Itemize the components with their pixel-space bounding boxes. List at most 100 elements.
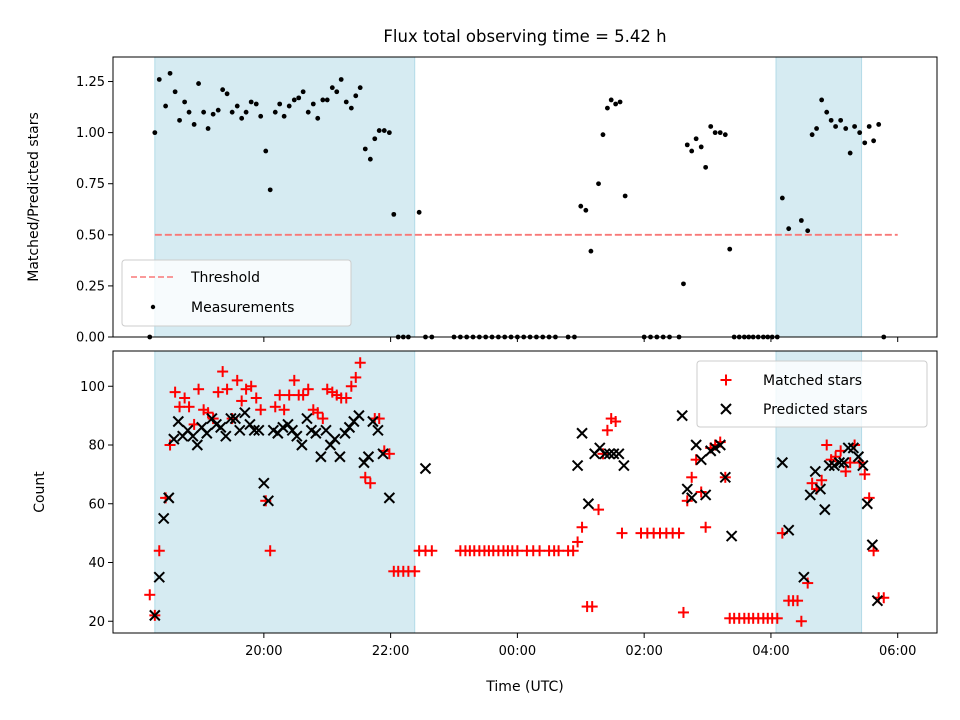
measurement-point — [338, 77, 344, 82]
measurement-point — [588, 248, 594, 254]
predicted-star-point — [286, 424, 299, 437]
matched-star-point — [297, 389, 309, 401]
predicted-star-point — [225, 412, 237, 425]
x-b — [842, 442, 854, 454]
predicted-star-point — [857, 459, 869, 472]
measurement-point — [272, 109, 278, 115]
measurement-point — [258, 113, 264, 119]
measurement-point — [167, 70, 173, 76]
predicted-star-point — [248, 424, 261, 437]
bottom-y-ticks: 20 40 60 80 100 — [80, 380, 113, 630]
measurement-point — [186, 109, 192, 115]
bottom-y-axis-label: Count — [32, 471, 48, 513]
predicted-star-point — [725, 530, 738, 542]
predicted-star-point — [201, 427, 213, 439]
x-b — [301, 412, 313, 425]
top-legend: Threshold Measurements — [121, 259, 352, 327]
measurement-point — [852, 124, 857, 129]
y-tick-label: 80 — [88, 439, 105, 454]
measurement-point — [391, 211, 397, 217]
x-b — [291, 430, 303, 442]
predicted-star-point — [149, 609, 161, 622]
matched-star-point — [673, 527, 685, 539]
legend-matched-label: Matched stars — [763, 373, 862, 389]
x-b — [334, 451, 346, 463]
y-tick-label: 100 — [80, 380, 105, 395]
legend-predicted-label: Predicted stars — [763, 402, 868, 418]
predicted-star-point — [239, 406, 251, 419]
matched-star-point — [610, 416, 622, 427]
x-b — [353, 409, 365, 422]
predicted-star-point — [613, 448, 625, 460]
measurement-point — [243, 109, 249, 115]
y-tick-label: 0.50 — [76, 228, 105, 243]
measurement-point — [152, 130, 158, 136]
x-b — [149, 609, 161, 622]
matched-star-point — [364, 477, 376, 489]
measurement-point — [681, 281, 686, 287]
predicted-star-point — [191, 439, 204, 451]
x-b — [714, 439, 726, 451]
x-b — [613, 448, 625, 460]
measurement-point — [376, 128, 382, 133]
x-b — [372, 424, 384, 437]
predicted-star-point — [582, 498, 595, 510]
matched-star-point — [350, 371, 362, 383]
bottom-plot-frame — [112, 350, 938, 634]
predicted-star-point — [310, 427, 322, 439]
predicted-star-point — [699, 489, 712, 501]
predicted-star-point — [871, 594, 884, 607]
predicted-star-point — [377, 448, 389, 460]
matched-star-point — [274, 389, 286, 401]
measurement-point — [608, 97, 614, 103]
measurement-point — [191, 122, 197, 127]
predicted-star-point — [383, 492, 396, 504]
measurement-point — [684, 142, 690, 148]
matched-star-point — [288, 374, 300, 386]
matched-star-point — [169, 386, 181, 398]
measurement-point — [871, 138, 877, 144]
matched-star-point — [144, 589, 156, 601]
ratio-panel: 0.00 0.25 0.50 0.75 1.00 1.25 Flux total obse… — [26, 27, 938, 346]
x-b — [690, 439, 702, 451]
x-b — [871, 594, 884, 607]
measurement-point — [613, 101, 619, 107]
measurement-point — [838, 117, 844, 123]
measurement-point — [809, 132, 815, 138]
measurement-point — [286, 103, 292, 109]
x-b — [367, 415, 379, 428]
legend-predicted-swatch — [720, 403, 732, 415]
measurement-point — [386, 130, 392, 136]
predicted-star-point — [847, 442, 860, 454]
x-axis-label: Time (UTC) — [485, 679, 563, 695]
measurement-point — [843, 126, 849, 131]
x-tick-label: 04:00 — [752, 644, 789, 659]
count-panel: 20 40 60 80 100 20:00 22:00 00:00 02:00 04:00 06:… — [32, 350, 938, 695]
x-tick-label: 20:00 — [245, 644, 282, 659]
measurement-point — [381, 128, 387, 133]
predicted-star-point — [419, 462, 432, 475]
x-b — [608, 448, 620, 460]
x-b — [618, 459, 630, 472]
measurement-point — [605, 105, 610, 111]
x-b — [676, 409, 688, 422]
x-b — [239, 406, 251, 419]
measurement-point — [215, 107, 221, 113]
measurement-point — [182, 99, 188, 105]
measurement-point — [814, 126, 819, 131]
predicted-star-point — [163, 492, 175, 504]
x-b — [681, 483, 693, 495]
matched-star-point — [840, 465, 852, 477]
x-b — [267, 424, 280, 437]
x-b — [225, 412, 237, 425]
predicted-star-point — [339, 427, 351, 439]
measurement-point — [305, 109, 311, 115]
x-b — [594, 442, 606, 454]
matched-star-point — [593, 504, 605, 516]
predicted-star-point — [187, 430, 199, 442]
measurement-point — [329, 85, 335, 91]
x-b — [168, 433, 180, 445]
matched-star-point — [255, 404, 267, 416]
predicted-star-point — [244, 418, 256, 431]
x-tick-label: 00:00 — [499, 644, 536, 659]
